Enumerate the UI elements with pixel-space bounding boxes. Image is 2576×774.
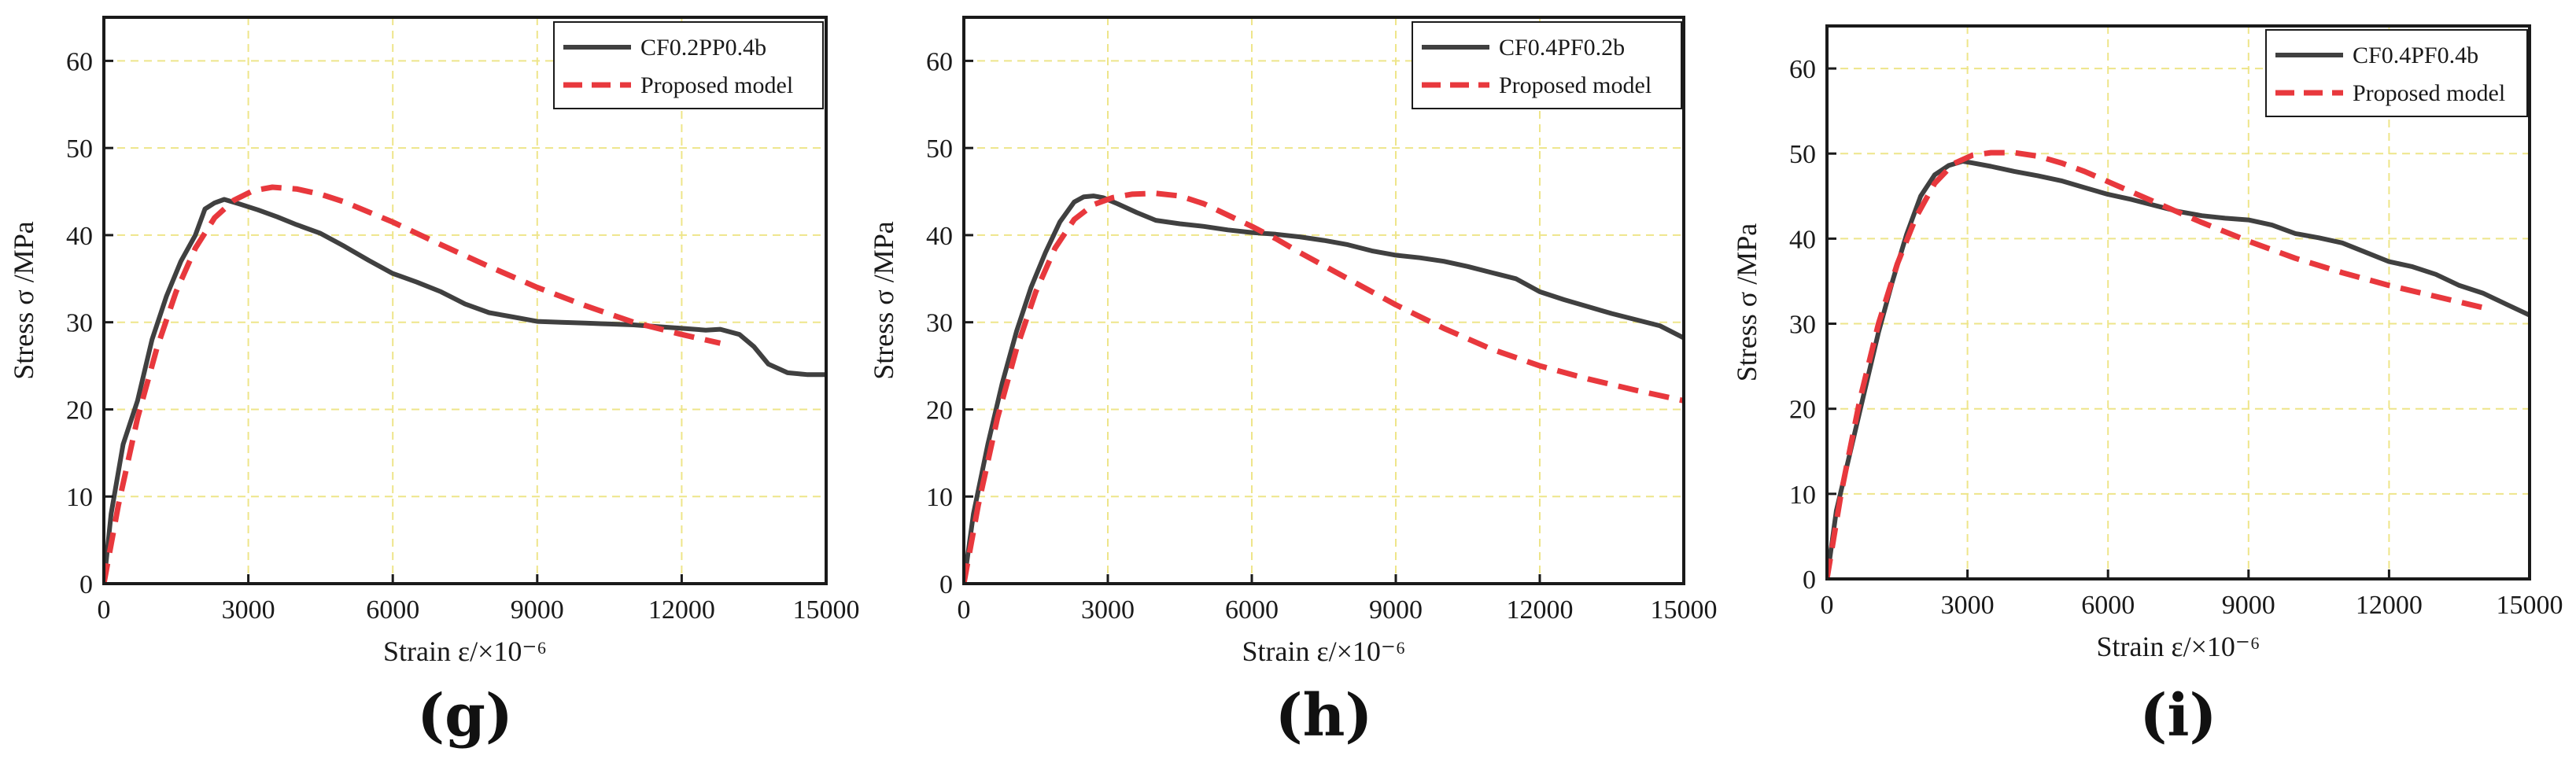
- panel-label: (g): [417, 682, 513, 750]
- legend-label: Proposed model: [1499, 72, 1652, 98]
- y-tick-label: 10: [66, 483, 93, 512]
- panel-label: (i): [2139, 682, 2216, 750]
- test-curve-i: [1827, 159, 2530, 579]
- y-tick-label: 40: [66, 222, 93, 251]
- x-tick-label: 3000: [1081, 595, 1135, 625]
- x-tick-label: 3000: [1941, 591, 1995, 620]
- y-tick-label: 20: [66, 396, 93, 425]
- x-tick-label: 3000: [222, 595, 275, 625]
- x-axis-title: Strain ε/×10⁻⁶: [383, 636, 547, 667]
- y-tick-label: 40: [926, 222, 953, 251]
- y-tick-label: 10: [1789, 481, 1816, 510]
- x-tick-label: 15000: [1651, 595, 1718, 625]
- legend-box: [1412, 21, 1682, 109]
- y-tick-label: 0: [939, 570, 953, 599]
- axes-frame: [1825, 24, 2531, 580]
- x-tick-label: 12000: [2356, 591, 2423, 620]
- y-tick-label: 60: [1789, 55, 1816, 84]
- model-curve-h: [964, 190, 1684, 584]
- y-tick-label: 0: [79, 570, 93, 599]
- y-tick-label: 20: [1789, 396, 1816, 425]
- x-tick-label: 9000: [2222, 591, 2275, 620]
- axes-frame: [962, 16, 1685, 585]
- x-axis-title: Strain ε/×10⁻⁶: [1242, 636, 1406, 667]
- chart-panel-g: 0 3000 6000 9000 12000 15000 0 10 20 30 40 50 60 Stra…: [8, 16, 860, 750]
- x-tick-label: 9000: [1369, 595, 1423, 625]
- x-tick-label: 6000: [1225, 595, 1279, 625]
- y-tick-label: 50: [926, 135, 953, 164]
- x-tick-label: 0: [958, 595, 971, 625]
- test-curve-g: [104, 197, 826, 584]
- x-tick-label: 0: [1821, 591, 1834, 620]
- chart-panel-i: 0 3000 6000 9000 12000 15000 0 10 20 30 40 50 60 Stra…: [1731, 24, 2563, 750]
- y-axis-title: Stress σ /MPa: [8, 221, 39, 379]
- axes-frame: [102, 16, 828, 585]
- x-tick-label: 15000: [793, 595, 860, 625]
- y-tick-label: 60: [66, 47, 93, 76]
- x-tick-label: 6000: [366, 595, 419, 625]
- y-tick-label: 20: [926, 396, 953, 425]
- legend-box: [553, 21, 824, 109]
- legend-label: Proposed model: [640, 72, 793, 98]
- x-tick-label: 0: [98, 595, 111, 625]
- legend-label: CF0.2PP0.4b: [640, 35, 766, 61]
- legend-label: Proposed model: [2353, 80, 2505, 106]
- x-tick-label: 9000: [511, 595, 564, 625]
- x-tick-label: 6000: [2081, 591, 2135, 620]
- test-curve-h: [964, 194, 1684, 584]
- legend-label: CF0.4PF0.2b: [1499, 35, 1625, 61]
- x-tick-label: 12000: [648, 595, 715, 625]
- y-tick-label: 0: [1803, 566, 1816, 595]
- y-tick-label: 50: [66, 135, 93, 164]
- chart-panel-h: 0 3000 6000 9000 12000 15000 0 10 20 30 40 50 60 Stra…: [868, 16, 1718, 750]
- y-tick-label: 30: [1789, 311, 1816, 340]
- y-axis-title: Stress σ /MPa: [1731, 223, 1762, 381]
- x-tick-label: 12000: [1507, 595, 1574, 625]
- legend-label: CF0.4PF0.4b: [2353, 42, 2478, 68]
- y-tick-label: 60: [926, 47, 953, 76]
- y-tick-label: 50: [1789, 140, 1816, 169]
- x-axis-title: Strain ε/×10⁻⁶: [2097, 631, 2260, 662]
- panel-label: (h): [1275, 682, 1373, 750]
- x-tick-label: 15000: [2497, 591, 2563, 620]
- model-curve-g: [104, 184, 722, 584]
- y-tick-label: 40: [1789, 225, 1816, 254]
- y-tick-label: 10: [926, 483, 953, 512]
- model-curve-i: [1827, 149, 2484, 579]
- y-tick-label: 30: [66, 309, 93, 338]
- y-tick-label: 30: [926, 309, 953, 338]
- y-axis-title: Stress σ /MPa: [868, 221, 899, 379]
- legend-box: [2265, 29, 2528, 117]
